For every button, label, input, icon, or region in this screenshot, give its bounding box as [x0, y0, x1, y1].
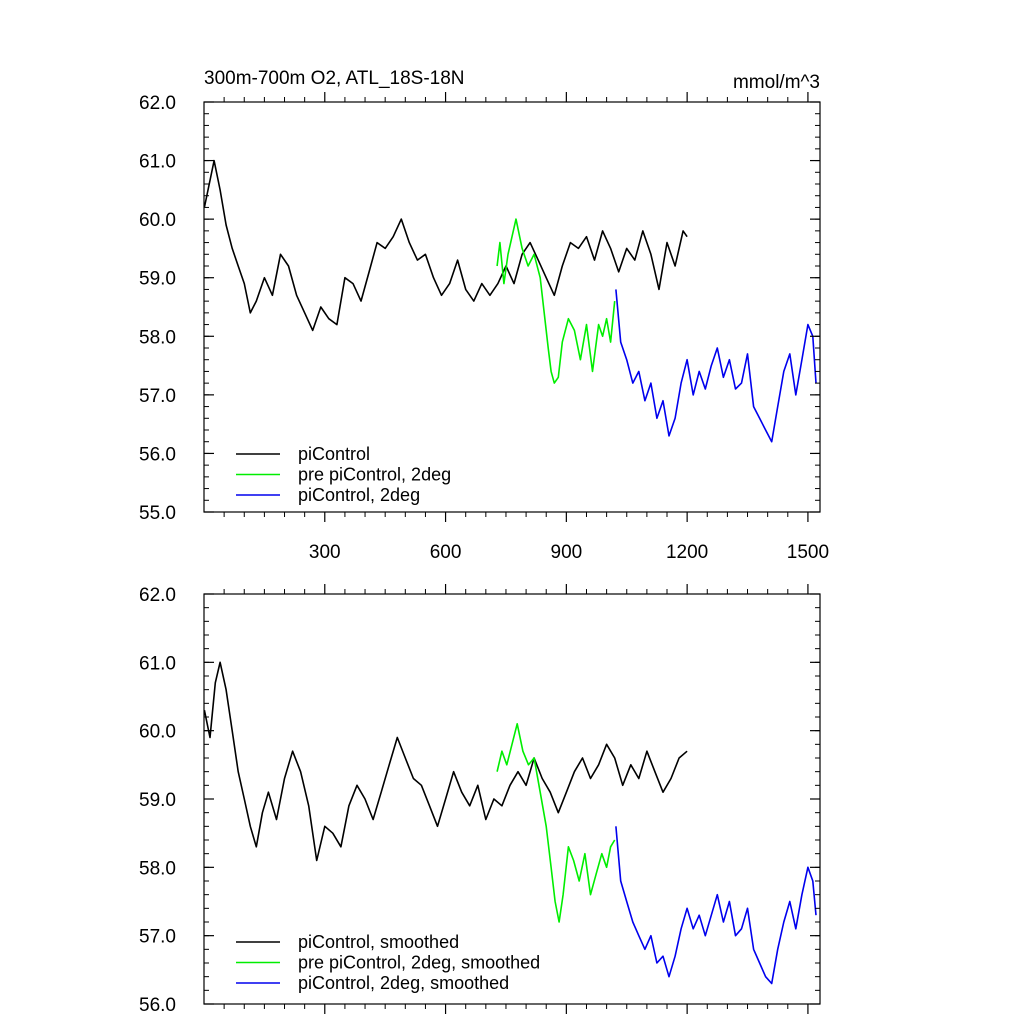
y-tick-label: 58.0	[139, 327, 176, 348]
series-line-3	[615, 289, 817, 443]
x-tick-label: 1500	[787, 542, 829, 563]
x-tick-label: 1200	[666, 542, 708, 563]
series-line-2	[496, 218, 616, 384]
plot-frame	[203, 593, 821, 1005]
legend-label-3: piControl, 2deg, smoothed	[298, 973, 509, 993]
legend-label-1: piControl, smoothed	[298, 932, 459, 952]
y-tick-label: 57.0	[139, 927, 176, 948]
y-tick-label: 58.0	[139, 858, 176, 879]
x-tick-label: 300	[309, 542, 341, 563]
y-tick-label: 60.0	[139, 210, 176, 231]
series-line-2	[496, 722, 616, 923]
plot-frame	[203, 101, 821, 513]
y-tick-label: 60.0	[139, 722, 176, 743]
top-panel-title: 300m-700m O2, ATL_18S-18N	[204, 68, 465, 89]
y-tick-label: 59.0	[139, 269, 176, 290]
legend-label-2: pre piControl, 2deg, smoothed	[298, 953, 540, 973]
x-tick-label: 900	[551, 542, 583, 563]
series-line-3	[615, 826, 817, 985]
y-tick-label: 55.0	[139, 503, 176, 524]
series-line-1	[203, 661, 688, 862]
y-tick-label: 56.0	[139, 995, 176, 1016]
legend-label-1: piControl	[298, 444, 370, 464]
series-line-1	[203, 159, 688, 332]
y-tick-label: 56.0	[139, 444, 176, 465]
x-tick-label: 600	[430, 542, 462, 563]
y-tick-label: 61.0	[139, 152, 176, 173]
top-panel: 300m-700m O2, ATL_18S-18N mmol/m^3 55.0 5…	[139, 68, 829, 563]
y-tick-label: 61.0	[139, 653, 176, 674]
y-tick-label: 62.0	[139, 93, 176, 114]
top-panel-units: mmol/m^3	[733, 72, 820, 93]
legend-label-2: pre piControl, 2deg	[298, 465, 451, 485]
legend-label-3: piControl, 2deg	[298, 485, 420, 505]
bottom-panel: 56.0 57.0 58.0 59.0 60.0 61.0 62.0 piControl, …	[139, 584, 821, 1016]
y-tick-label: 59.0	[139, 790, 176, 811]
y-tick-label: 62.0	[139, 585, 176, 606]
y-tick-label: 57.0	[139, 386, 176, 407]
